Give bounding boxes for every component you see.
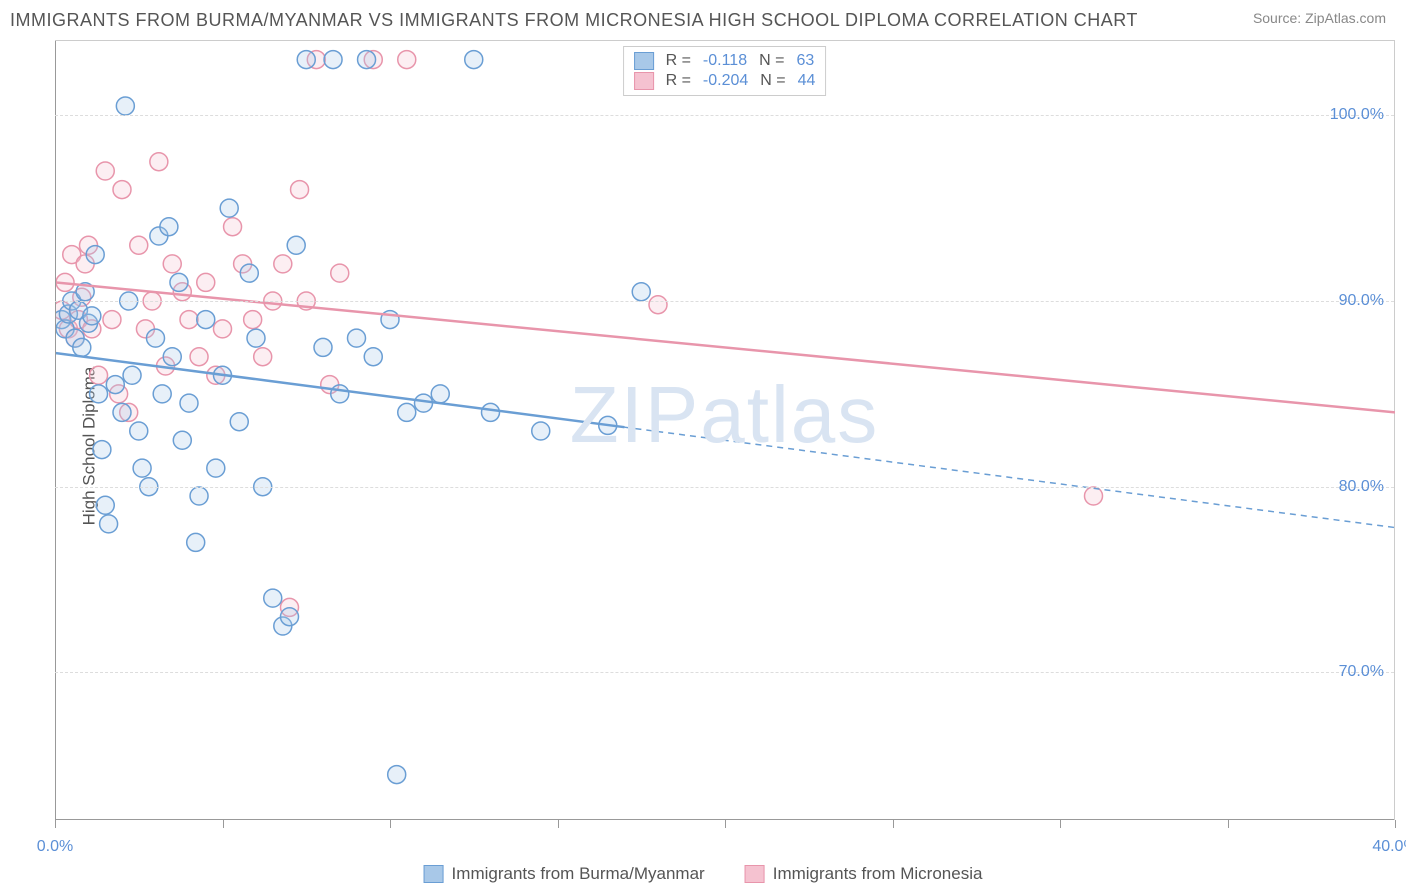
legend-item-1: Immigrants from Burma/Myanmar	[424, 864, 705, 884]
x-tick	[1395, 820, 1396, 828]
chart-svg	[55, 41, 1395, 821]
legend-swatch-1	[424, 865, 444, 883]
x-tick	[558, 820, 559, 828]
y-axis-line	[55, 41, 56, 820]
r-label: R =	[666, 52, 691, 70]
x-tick	[893, 820, 894, 828]
x-tick	[390, 820, 391, 828]
r-value-2: -0.204	[703, 72, 748, 90]
gridline	[55, 672, 1394, 673]
n-label: N =	[759, 52, 784, 70]
legend-label-1: Immigrants from Burma/Myanmar	[452, 864, 705, 884]
stats-legend-box: R = -0.118 N = 63 R = -0.204 N = 44	[623, 46, 827, 96]
legend-swatch-2	[745, 865, 765, 883]
gridline	[55, 301, 1394, 302]
y-tick-label: 90.0%	[1339, 292, 1384, 310]
y-tick-label: 100.0%	[1330, 106, 1384, 124]
r-value-1: -0.118	[703, 52, 747, 70]
x-tick	[725, 820, 726, 828]
x-tick	[1060, 820, 1061, 828]
legend-item-2: Immigrants from Micronesia	[745, 864, 983, 884]
n-label: N =	[760, 72, 785, 90]
x-tick	[1228, 820, 1229, 828]
swatch-series-2	[634, 72, 654, 90]
legend-label-2: Immigrants from Micronesia	[773, 864, 983, 884]
gridline	[55, 115, 1394, 116]
gridline	[55, 487, 1394, 488]
source-attribution: Source: ZipAtlas.com	[1253, 10, 1386, 26]
y-tick-label: 70.0%	[1339, 663, 1384, 681]
x-tick	[55, 820, 56, 828]
source-label: Source:	[1253, 10, 1301, 26]
r-label: R =	[666, 72, 691, 90]
swatch-series-1	[634, 52, 654, 70]
series-legend: Immigrants from Burma/Myanmar Immigrants…	[424, 864, 983, 884]
x-tick-label: 40.0%	[1372, 838, 1406, 856]
chart-plot-area: ZIPatlas R = -0.118 N = 63 R = -0.204 N …	[55, 40, 1395, 820]
n-value-2: 44	[798, 72, 816, 90]
source-link[interactable]: ZipAtlas.com	[1305, 10, 1386, 26]
x-tick	[223, 820, 224, 828]
y-tick-label: 80.0%	[1339, 478, 1384, 496]
chart-title: IMMIGRANTS FROM BURMA/MYANMAR VS IMMIGRA…	[10, 10, 1138, 31]
n-value-1: 63	[796, 52, 814, 70]
stats-row-series-2: R = -0.204 N = 44	[634, 71, 816, 91]
x-tick-label: 0.0%	[37, 838, 73, 856]
stats-row-series-1: R = -0.118 N = 63	[634, 51, 816, 71]
